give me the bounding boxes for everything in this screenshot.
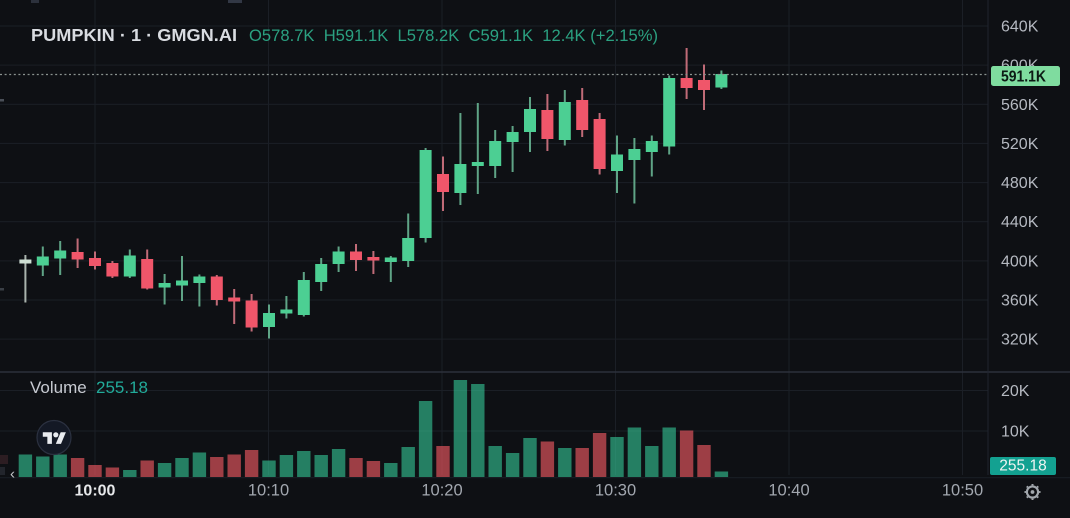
svg-text:320K: 320K [1001,332,1039,349]
svg-text:255.18: 255.18 [999,458,1046,475]
svg-text:O578.7K H591.1K L578.2K C59: O578.7K H591.1K L578.2K C591.1K 12.4K (+… [249,27,658,45]
svg-text:591.1K: 591.1K [1001,69,1047,86]
svg-text:10:30: 10:30 [595,482,636,500]
svg-text:‹: ‹ [10,466,15,483]
svg-text:Volume: Volume [30,378,87,397]
svg-text:640K: 640K [1001,19,1039,36]
svg-text:560K: 560K [1001,97,1039,114]
svg-text:10:10: 10:10 [248,482,289,500]
svg-text:10K: 10K [1001,424,1030,441]
svg-text:10:50: 10:50 [942,482,983,500]
svg-text:255.18: 255.18 [96,378,148,397]
svg-text:480K: 480K [1001,175,1039,192]
svg-text:360K: 360K [1001,293,1039,310]
svg-text:20K: 20K [1001,383,1030,400]
svg-text:400K: 400K [1001,253,1039,270]
svg-text:10:00: 10:00 [75,483,116,500]
svg-text:10:20: 10:20 [421,482,462,500]
svg-text:440K: 440K [1001,214,1039,231]
svg-text:520K: 520K [1001,136,1039,153]
svg-text:PUMPKIN · 1 · GMGN.AI: PUMPKIN · 1 · GMGN.AI [31,25,237,45]
svg-text:10:40: 10:40 [768,482,809,500]
